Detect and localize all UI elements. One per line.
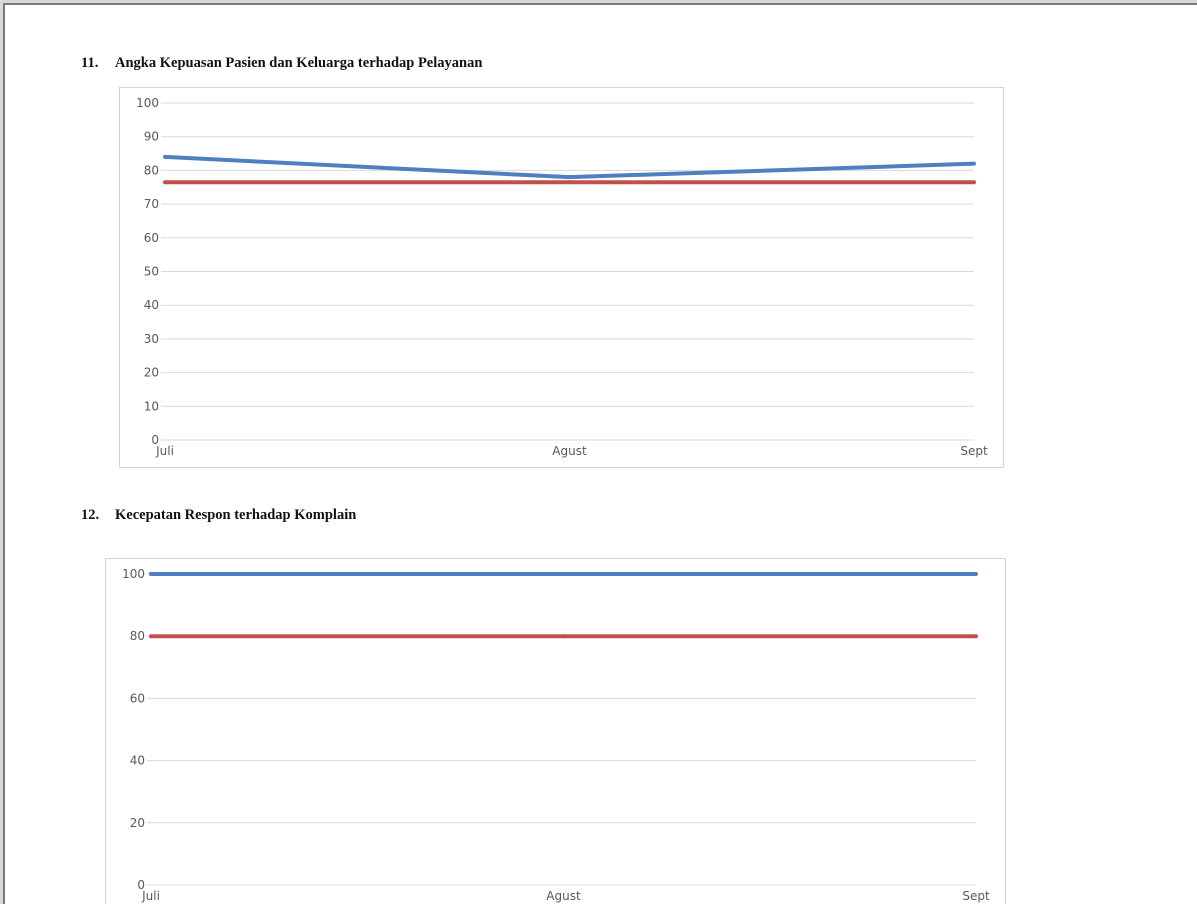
- y-tick-label: 0: [137, 878, 145, 892]
- series-1-point: [974, 634, 978, 639]
- section-number: 12.: [81, 507, 100, 523]
- series-line-0: [164, 154, 975, 180]
- series-0-point: [974, 572, 978, 576]
- section-heading-12: 12. Kecepatan Respon terhadap Komplain: [81, 507, 356, 524]
- y-tick-label: 50: [144, 265, 159, 279]
- x-tick-label: Agust: [546, 889, 581, 903]
- y-tick-label: 0: [151, 433, 159, 447]
- y-tick-label: 40: [144, 298, 159, 312]
- x-tick-label: Juli: [141, 889, 160, 903]
- y-tick-label: 20: [130, 816, 145, 830]
- y-tick-label: 100: [136, 96, 159, 110]
- series-1-point: [149, 634, 153, 639]
- x-tick-label: Sept: [962, 889, 990, 903]
- satisfaction-chart: 0 10 20 30 40 50 60 70 80 90 100 Juli Agust Sept: [119, 87, 1004, 468]
- y-tick-label: 10: [144, 399, 159, 413]
- series-0-point: [149, 572, 153, 576]
- y-tick-label: 30: [144, 332, 159, 346]
- series-0-point: [567, 175, 572, 180]
- x-tick-label: Sept: [960, 444, 988, 458]
- y-tick-label: 90: [144, 130, 159, 144]
- document-page: 11. Angka Kepuasan Pasien dan Keluarga te…: [3, 3, 1197, 904]
- series-0-point: [972, 161, 976, 166]
- y-tick-label: 100: [122, 567, 145, 581]
- y-tick-label: 40: [130, 754, 145, 768]
- series-1-point: [561, 634, 566, 639]
- x-tick-label: Agust: [552, 444, 587, 458]
- complaint-response-chart: 0 20 40 60 80 100 Juli Agust Sept: [105, 558, 1006, 904]
- series-1-point: [972, 180, 976, 185]
- series-1-point: [567, 180, 572, 185]
- y-tick-label: 60: [144, 231, 159, 245]
- y-tick-label: 80: [130, 629, 145, 643]
- y-tick-label: 70: [144, 197, 159, 211]
- series-1-point: [163, 180, 167, 185]
- satisfaction-chart-svg: 0 10 20 30 40 50 60 70 80 90 100 Juli Agust Sept: [136, 96, 988, 458]
- section-title: Angka Kepuasan Pasien dan Keluarga terha…: [115, 55, 483, 71]
- y-tick-label: 60: [130, 691, 145, 705]
- y-tick-label: 20: [144, 366, 159, 380]
- x-tick-label: Juli: [155, 444, 174, 458]
- section-heading-11: 11. Angka Kepuasan Pasien dan Keluarga te…: [81, 55, 482, 72]
- y-tick-label: 80: [144, 163, 159, 177]
- section-number: 11.: [81, 55, 99, 71]
- series-0-point: [561, 572, 566, 576]
- section-title: Kecepatan Respon terhadap Komplain: [115, 507, 357, 523]
- complaint-response-chart-svg: 0 20 40 60 80 100 Juli Agust Sept: [122, 567, 990, 903]
- series-0-point: [163, 154, 167, 159]
